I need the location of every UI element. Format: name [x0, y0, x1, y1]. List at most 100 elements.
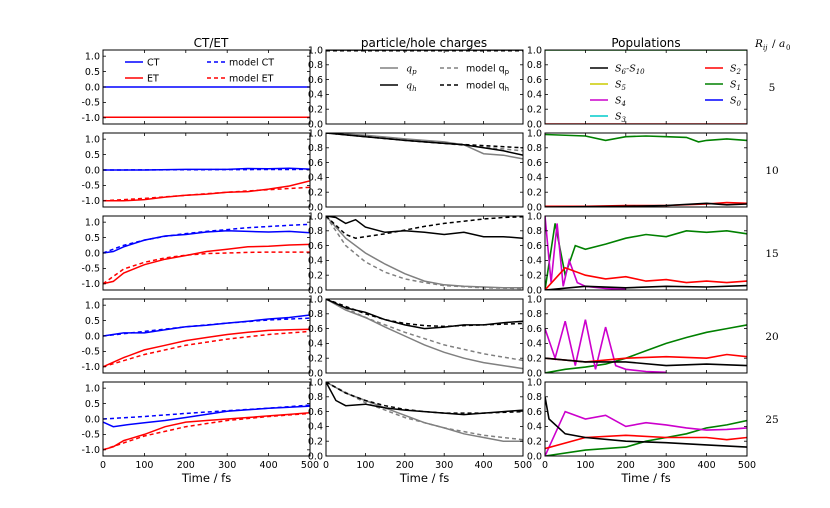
- legend-label: qp: [406, 64, 417, 77]
- plot-area: [545, 133, 747, 207]
- series-et-line: [103, 328, 310, 368]
- panel-1-r20: 1.0 0.5 0.0 -0.5 -1.0: [81, 298, 311, 374]
- r-value-labels: 5 10 15 20 25: [765, 82, 778, 426]
- y-tick-label: 0.2: [308, 437, 323, 448]
- y-tick-label: 0.0: [308, 119, 323, 130]
- y-tick-label: 0.0: [85, 82, 100, 93]
- series-et-line: [103, 243, 310, 285]
- x-tick-label: 500: [301, 460, 319, 471]
- x-tick-label: 500: [738, 460, 756, 471]
- legend-label: S2: [730, 64, 742, 77]
- x-axis-label: Time / fs: [399, 471, 449, 485]
- x-tick-label: 100: [356, 460, 374, 471]
- x-tick-label: 300: [218, 460, 236, 471]
- x-tick-label: 400: [475, 460, 493, 471]
- plot-area: [545, 216, 747, 290]
- r-value-5: 5: [769, 82, 776, 94]
- panel-frame: [325, 298, 524, 374]
- panel-3-r5: 1.0 0.8 0.6 0.4 0.2 0.0: [527, 45, 748, 130]
- series-model-ct-line: [103, 223, 310, 254]
- series-et-line: [103, 412, 310, 451]
- x-tick-label: 0: [323, 460, 329, 471]
- y-tick-label: 0.5: [85, 67, 100, 78]
- x-tick-label: 300: [435, 460, 453, 471]
- series-s-1-line: [545, 324, 747, 373]
- y-tick-label: 0.4: [308, 90, 323, 101]
- legend-label: S3: [615, 112, 627, 125]
- panel-frame: [325, 49, 524, 125]
- legend-label: S6-S10: [615, 64, 645, 77]
- y-tick-label: 0.6: [527, 158, 542, 169]
- y-tick-label: 0.6: [308, 158, 323, 169]
- x-tick-label: 500: [514, 460, 532, 471]
- y-tick-label: 0.4: [527, 90, 542, 101]
- y-tick-label: 1.0: [527, 211, 542, 222]
- plot-area: [103, 299, 310, 373]
- panel-1-r25: 1.0 0.5 0.0 -0.5 -1.00 100 200 300 400 500: [81, 381, 319, 471]
- r-value-15: 15: [765, 248, 778, 260]
- series-q-p-line: [326, 216, 523, 289]
- column-title-ct-et: CT/ET: [194, 36, 229, 50]
- series-s-6-s-10-line: [545, 357, 747, 367]
- legends: CT ET model CT model ET qp qh model qp model qh…: [125, 58, 742, 125]
- series-s-6-s-10-line: [545, 396, 747, 448]
- plot-area: [545, 382, 747, 456]
- plot-area: [545, 50, 747, 124]
- panel-3-r15: 1.0 0.8 0.6 0.4 0.2 0.0: [527, 211, 748, 296]
- y-tick-label: 0.4: [308, 339, 323, 350]
- y-tick-label: 0.0: [527, 119, 542, 130]
- y-tick-label: 0.8: [527, 143, 542, 154]
- panel-grid: 1.0 0.5 0.0 -0.5 -1.0 1.0 0.5 0.0 -0.5 -1.0 1.0 0.5…: [81, 45, 756, 471]
- plot-area: [326, 133, 523, 207]
- y-tick-label: 0.2: [308, 188, 323, 199]
- panel-frame: [544, 215, 748, 291]
- legend-label: CT: [147, 58, 160, 69]
- y-tick-label: 0.5: [85, 316, 100, 327]
- svg-text:/: /: [772, 38, 776, 50]
- x-tick-label: 400: [698, 460, 716, 471]
- y-tick-label: 0.5: [85, 233, 100, 244]
- series-model-q-h-line: [326, 216, 523, 239]
- legend-label: qh: [406, 81, 417, 94]
- series-ct-line: [103, 314, 310, 337]
- svg-text:a: a: [779, 38, 785, 50]
- y-tick-label: 1.0: [527, 128, 542, 139]
- y-tick-label: 0.0: [85, 414, 100, 425]
- legend-label: model qh: [466, 81, 509, 94]
- y-tick-label: 0.0: [308, 202, 323, 213]
- series-model-q-p-line: [326, 299, 523, 362]
- y-tick-label: 0.8: [527, 309, 542, 320]
- x-tick-label: 400: [260, 460, 278, 471]
- plot-area: [326, 50, 523, 124]
- x-tick-label: 200: [177, 460, 195, 471]
- y-tick-label: 0.6: [308, 324, 323, 335]
- panel-frame: [325, 381, 524, 457]
- series-s-4-line: [545, 410, 747, 456]
- r-value-20: 20: [765, 331, 778, 343]
- y-tick-label: 0.4: [527, 173, 542, 184]
- plot-area: [103, 216, 310, 290]
- y-tick-label: -0.5: [81, 347, 100, 358]
- y-tick-label: 0.6: [527, 241, 542, 252]
- column-title-charges: particle/hole charges: [361, 36, 487, 50]
- y-tick-label: 0.5: [85, 399, 100, 410]
- y-tick-label: 0.6: [308, 407, 323, 418]
- series-model-q-h-line: [326, 299, 523, 328]
- y-tick-label: 1.0: [308, 294, 323, 305]
- plot-area: [103, 382, 310, 456]
- x-tick-label: 200: [396, 460, 414, 471]
- y-tick-label: 0.6: [527, 324, 542, 335]
- y-tick-label: -1.0: [81, 362, 100, 373]
- panel-frame: [325, 215, 524, 291]
- series-model-q-h-line: [326, 133, 523, 149]
- y-tick-label: 0.8: [308, 60, 323, 71]
- legend-label: model qp: [466, 64, 510, 77]
- y-tick-label: 0.4: [308, 256, 323, 267]
- y-tick-label: 0.4: [527, 422, 542, 433]
- panel-frame: [544, 49, 748, 125]
- svg-text:R: R: [754, 38, 763, 50]
- y-tick-label: 0.0: [308, 451, 323, 462]
- y-tick-label: 0.2: [527, 105, 542, 116]
- y-tick-label: 0.2: [527, 437, 542, 448]
- plot-area: [326, 216, 523, 290]
